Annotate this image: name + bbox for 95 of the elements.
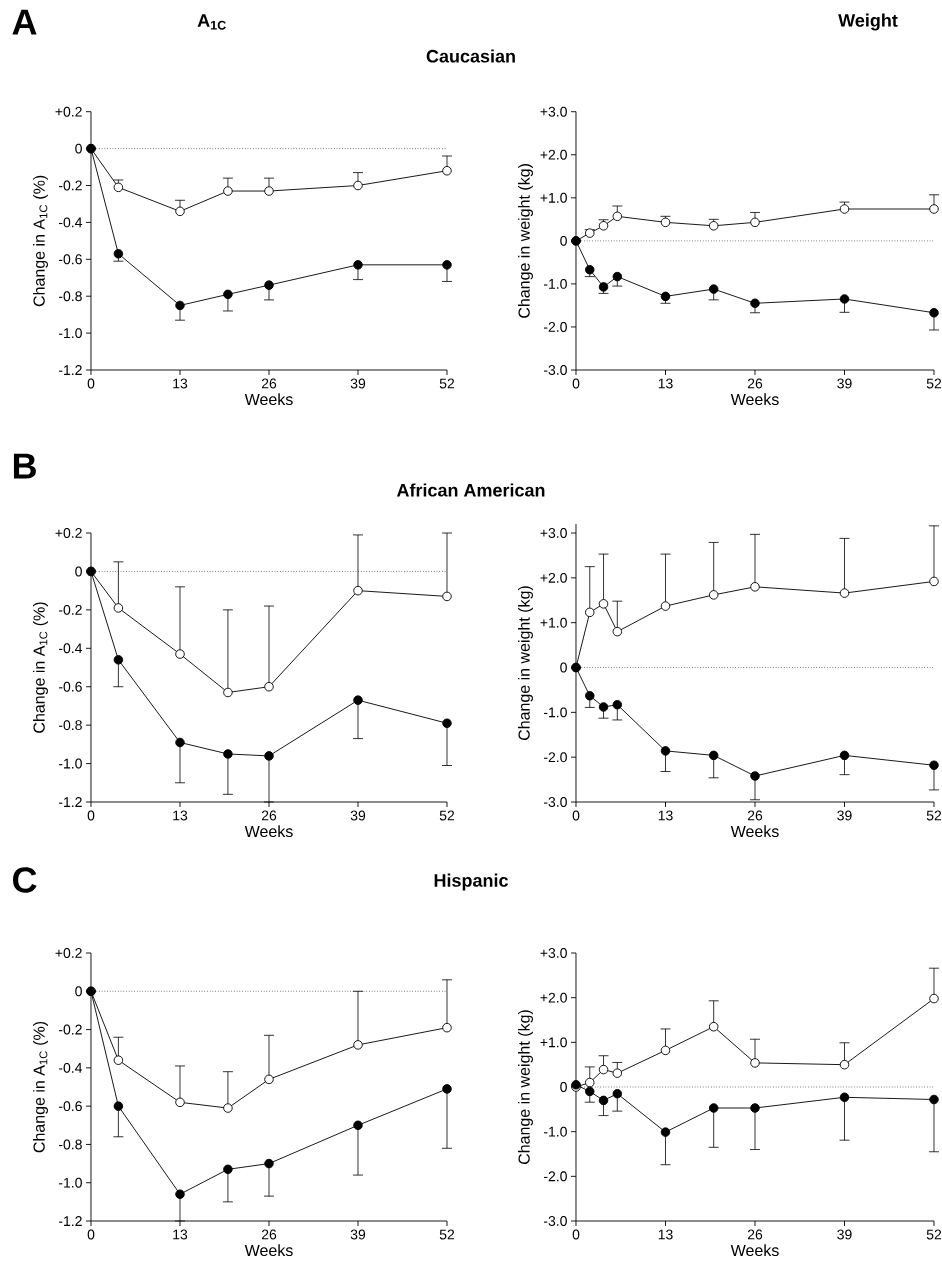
y-tick-label: -0.4 — [58, 643, 83, 654]
y-tick-label: -1.0 — [58, 1177, 82, 1188]
text: C — [13, 867, 37, 893]
y-tick-label: +1.0 — [540, 192, 567, 203]
x-tick-label: 13 — [173, 1229, 188, 1240]
y-tick-label: +1.0 — [540, 617, 567, 628]
x-tick-label: 52 — [439, 810, 455, 821]
text: African American — [396, 483, 545, 497]
x-axis-title: Weeks — [730, 393, 779, 406]
x-tick-label: 26 — [747, 378, 763, 389]
y-tick-label: +2.0 — [540, 992, 567, 1003]
y-axis-title: Change in weight (kg) — [518, 1010, 533, 1165]
text: B — [13, 453, 36, 479]
y-tick-label: +3.0 — [540, 528, 567, 538]
x-tick-label: 0 — [572, 810, 580, 821]
x-axis-title: Weeks — [730, 1244, 779, 1257]
y-tick-label: 0 — [75, 986, 82, 997]
y-tick-label: +3.0 — [540, 106, 567, 117]
y-tick-label: -0.8 — [58, 291, 82, 302]
y-tick-label: -2.0 — [543, 321, 567, 332]
y-tick-label: -0.4 — [58, 217, 83, 228]
x-tick-label: 0 — [87, 1229, 95, 1240]
y-tick-label: 0 — [560, 235, 567, 246]
y-tick-label: -0.6 — [58, 254, 82, 265]
y-tick-label: -1.0 — [58, 758, 82, 769]
y-tick-label: -3.0 — [543, 797, 567, 807]
x-tick-label: 0 — [87, 378, 95, 389]
x-tick-label: 13 — [173, 810, 188, 821]
x-tick-label: 13 — [173, 378, 188, 389]
y-axis-title: Change in A$_{1C}$ (%) — [33, 1021, 48, 1153]
x-tick-label: 52 — [439, 378, 455, 389]
y-tick-label: -0.2 — [58, 1024, 82, 1035]
y-tick-label: -3.0 — [543, 365, 567, 375]
y-tick-label: -0.2 — [58, 604, 82, 615]
x-tick-label: 26 — [261, 810, 277, 821]
y-tick-label: 0 — [560, 1082, 567, 1092]
x-tick-label: 39 — [350, 810, 366, 821]
chart-title: A$_{1C}$ — [197, 14, 226, 30]
y-tick-label: -1.0 — [58, 328, 82, 339]
y-tick-label: +0.2 — [55, 528, 82, 538]
x-tick-label: 0 — [572, 1229, 580, 1240]
y-tick-label: 0 — [75, 566, 82, 577]
x-tick-label: 26 — [261, 1229, 277, 1240]
y-tick-label: +2.0 — [540, 149, 567, 160]
y-axis-title: Change in A$_{1C}$ (%) — [33, 175, 48, 307]
y-tick-label: -0.8 — [58, 1139, 82, 1150]
x-axis-title: Weeks — [730, 825, 779, 838]
x-tick-label: 0 — [572, 378, 580, 389]
y-tick-label: -1.2 — [58, 1216, 82, 1226]
text: Caucasian — [426, 49, 515, 63]
y-tick-label: +1.0 — [540, 1037, 567, 1048]
y-tick-label: -0.6 — [58, 681, 82, 692]
x-tick-label: 39 — [837, 378, 852, 389]
y-tick-label: -1.0 — [543, 1126, 567, 1137]
y-axis-title: Change in weight (kg) — [518, 586, 533, 741]
y-tick-label: +0.2 — [55, 948, 82, 958]
x-tick-label: 52 — [439, 1229, 455, 1240]
y-tick-label: 0 — [560, 662, 567, 673]
y-tick-label: 0 — [75, 143, 82, 154]
y-tick-label: -2.0 — [543, 1171, 567, 1182]
y-tick-label: -0.4 — [58, 1062, 83, 1073]
y-tick-label: -0.8 — [58, 720, 82, 731]
y-axis-title: Change in weight (kg) — [518, 164, 533, 318]
x-axis-title: Weeks — [244, 1244, 293, 1257]
x-tick-label: 26 — [747, 810, 763, 821]
x-tick-label: 13 — [658, 1229, 673, 1240]
x-tick-label: 0 — [87, 810, 95, 821]
y-axis-title: Change in A$_{1C}$ (%) — [33, 602, 48, 733]
y-tick-label: -1.0 — [543, 278, 567, 289]
y-tick-label: -0.2 — [58, 180, 82, 191]
text: A — [12, 9, 37, 35]
y-tick-label: +2.0 — [540, 572, 567, 583]
y-tick-label: +3.0 — [540, 948, 567, 958]
x-tick-label: 52 — [926, 1229, 942, 1240]
y-tick-label: -2.0 — [543, 752, 567, 763]
x-tick-label: 52 — [926, 378, 942, 389]
y-tick-label: +0.2 — [55, 106, 82, 117]
y-tick-label: -1.2 — [58, 797, 82, 807]
x-tick-label: 39 — [837, 810, 852, 821]
x-axis-title: Weeks — [244, 393, 293, 406]
x-tick-label: 52 — [926, 810, 942, 821]
y-tick-label: -1.2 — [58, 365, 82, 375]
y-tick-label: -0.6 — [58, 1101, 82, 1112]
x-tick-label: 39 — [350, 1229, 366, 1240]
text: Hispanic — [434, 873, 508, 891]
y-tick-label: -1.0 — [543, 707, 567, 718]
x-tick-label: 13 — [658, 810, 673, 821]
y-tick-label: -3.0 — [543, 1216, 567, 1226]
x-tick-label: 39 — [837, 1229, 852, 1240]
x-axis-title: Weeks — [244, 825, 293, 838]
chart-title: Weight — [838, 13, 898, 31]
x-tick-label: 39 — [350, 378, 366, 389]
x-tick-label: 26 — [261, 378, 277, 389]
x-tick-label: 13 — [658, 378, 673, 389]
x-tick-label: 26 — [747, 1229, 763, 1240]
